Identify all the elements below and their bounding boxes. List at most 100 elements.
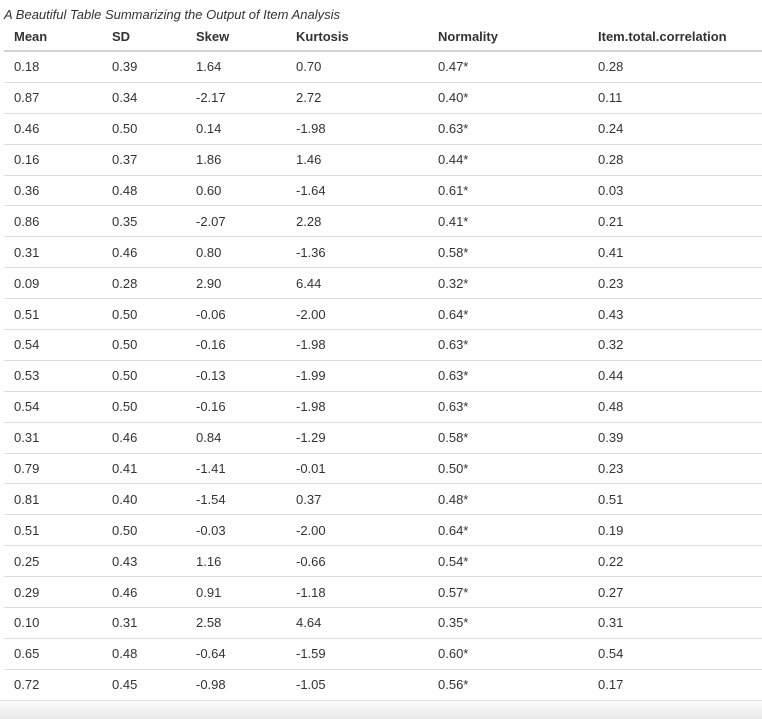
table-cell: 0.03 — [588, 175, 762, 207]
table-row: 0.72 0.45 -0.98 -1.05 0.56* 0.17 — [4, 669, 762, 701]
table-cell: 0.48* — [428, 483, 588, 516]
table-cell: -2.17 — [186, 82, 286, 114]
table-cell: -1.99 — [286, 360, 428, 392]
table-cell: 0.29 — [4, 576, 102, 609]
table-row: 0.81 0.40 -1.54 0.37 0.48* 0.51 — [4, 483, 762, 516]
column-header-normality: Normality — [428, 23, 588, 52]
table-cell: 0.54 — [588, 638, 762, 670]
table-cell: 0.50 — [102, 391, 186, 423]
table-row: 0.10 0.31 2.58 4.64 0.35* 0.31 — [4, 607, 762, 639]
table-cell: 0.56* — [428, 669, 588, 701]
table-row: 0.51 0.50 -0.06 -2.00 0.64* 0.43 — [4, 298, 762, 331]
table-cell: 0.46 — [4, 113, 102, 145]
table-cell: 0.31 — [102, 607, 186, 639]
table-cell: 0.65 — [4, 638, 102, 670]
table-row: 0.86 0.35 -2.07 2.28 0.41* 0.21 — [4, 205, 762, 238]
table-cell: 0.28 — [102, 267, 186, 300]
column-header-item-total-correlation: Item.total.correlation — [588, 23, 762, 52]
table-row: 0.87 0.34 -2.17 2.72 0.40* 0.11 — [4, 82, 762, 114]
table-cell: -0.06 — [186, 298, 286, 331]
column-header-mean: Mean — [4, 23, 102, 52]
table-cell: 0.32* — [428, 267, 588, 300]
table-cell: 0.23 — [588, 267, 762, 300]
table-cell: 0.09 — [4, 267, 102, 300]
table-cell: 0.64* — [428, 298, 588, 331]
table-cell: 0.81 — [4, 483, 102, 516]
table-cell: 0.91 — [186, 576, 286, 609]
table-cell: 4.64 — [286, 607, 428, 639]
table-cell: 2.28 — [286, 205, 428, 238]
table-cell: -0.03 — [186, 514, 286, 547]
table-row: 0.29 0.46 0.91 -1.18 0.57* 0.27 — [4, 576, 762, 609]
table-cell: 0.44 — [588, 360, 762, 392]
table-cell: -0.13 — [186, 360, 286, 392]
table-cell: -1.64 — [286, 175, 428, 207]
table-cell: 0.19 — [588, 514, 762, 547]
table-cell: 0.17 — [588, 669, 762, 701]
table-cell: 0.72 — [4, 669, 102, 701]
table-cell: -0.16 — [186, 329, 286, 361]
table-cell: 0.37 — [102, 144, 186, 176]
item-analysis-table: Mean SD Skew Kurtosis Normality Item.total.co… — [4, 23, 762, 701]
table-cell: 0.41* — [428, 205, 588, 238]
table-cell: -0.98 — [186, 669, 286, 701]
table-cell: 0.10 — [4, 607, 102, 639]
table-cell: 0.58* — [428, 422, 588, 454]
table-cell: 0.37 — [286, 483, 428, 516]
table-cell: 0.47* — [428, 51, 588, 83]
table-header-row: Mean SD Skew Kurtosis Normality Item.total.co… — [4, 23, 762, 52]
column-header-kurtosis: Kurtosis — [286, 23, 428, 52]
table-cell: 0.63* — [428, 329, 588, 361]
table-cell: 0.61* — [428, 175, 588, 207]
table-cell: 2.72 — [286, 82, 428, 114]
table-cell: 0.60* — [428, 638, 588, 670]
table-cell: -2.00 — [286, 298, 428, 331]
table-cell: 0.57* — [428, 576, 588, 609]
table-cell: 2.90 — [186, 267, 286, 300]
table-cell: 0.50 — [102, 113, 186, 145]
table-cell: 1.64 — [186, 51, 286, 83]
table-cell: -0.66 — [286, 545, 428, 578]
table-row: 0.51 0.50 -0.03 -2.00 0.64* 0.19 — [4, 514, 762, 547]
table-row: 0.18 0.39 1.64 0.70 0.47* 0.28 — [4, 51, 762, 83]
table-row: 0.36 0.48 0.60 -1.64 0.61* 0.03 — [4, 175, 762, 207]
table-cell: 0.39 — [102, 51, 186, 83]
table-cell: 0.63* — [428, 360, 588, 392]
table-cell: 0.31 — [4, 422, 102, 454]
table-cell: 2.58 — [186, 607, 286, 639]
column-header-sd: SD — [102, 23, 186, 52]
table-cell: 1.86 — [186, 144, 286, 176]
table-cell: 6.44 — [286, 267, 428, 300]
table-cell: 0.39 — [588, 422, 762, 454]
table-title: A Beautiful Table Summarizing the Output… — [4, 7, 341, 22]
table-row: 0.09 0.28 2.90 6.44 0.32* 0.23 — [4, 267, 762, 300]
table-cell: 0.31 — [4, 236, 102, 269]
table-cell: 0.46 — [102, 236, 186, 269]
table-cell: 0.18 — [4, 51, 102, 83]
table-cell: -1.41 — [186, 453, 286, 485]
table-cell: 0.51 — [588, 483, 762, 516]
table-cell: 0.53 — [4, 360, 102, 392]
table-cell: 0.50 — [102, 514, 186, 547]
table-cell: -1.59 — [286, 638, 428, 670]
table-cell: 0.22 — [588, 545, 762, 578]
table-cell: 0.28 — [588, 144, 762, 176]
table-row: 0.79 0.41 -1.41 -0.01 0.50* 0.23 — [4, 453, 762, 485]
table-cell: 0.27 — [588, 576, 762, 609]
table-cell: 0.28 — [588, 51, 762, 83]
table-cell: 0.21 — [588, 205, 762, 238]
table-cell: -1.36 — [286, 236, 428, 269]
table-cell: 0.31 — [588, 607, 762, 639]
table-cell: -0.16 — [186, 391, 286, 423]
table-cell: 0.79 — [4, 453, 102, 485]
table-cell: -1.98 — [286, 113, 428, 145]
table-cell: 0.32 — [588, 329, 762, 361]
table-cell: 0.40* — [428, 82, 588, 114]
table-cell: 1.46 — [286, 144, 428, 176]
table-cell: 0.46 — [102, 422, 186, 454]
table-cell: 0.60 — [186, 175, 286, 207]
table-row: 0.31 0.46 0.80 -1.36 0.58* 0.41 — [4, 236, 762, 269]
table-cell: 0.14 — [186, 113, 286, 145]
table-cell: -1.98 — [286, 329, 428, 361]
table-cell: 0.87 — [4, 82, 102, 114]
